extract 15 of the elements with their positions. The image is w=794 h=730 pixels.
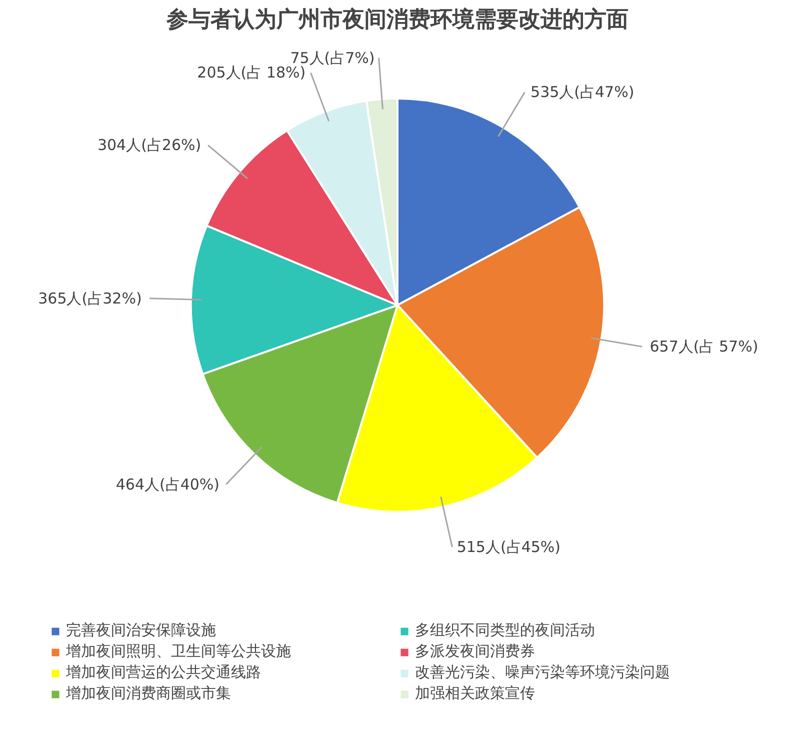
- chart-title: 参与者认为广州市夜间消费环境需要改进的方面: [166, 6, 628, 32]
- legend-label: 加强相关政策宣传: [415, 684, 536, 703]
- data-label: 365人(占32%): [38, 289, 142, 308]
- legend-label: 增加夜间营运的公共交通线路: [66, 663, 262, 682]
- legend-label: 多派发夜间消费券: [415, 642, 536, 661]
- legend-label: 改善光污染、噪声污染等环境污染问题: [415, 663, 671, 682]
- data-label: 515人(占45%): [456, 538, 561, 556]
- data-label: 304人(占26%): [97, 136, 202, 154]
- data-label: 464人(占40%): [116, 475, 220, 494]
- legend-label: 增加夜间照明、卫生间等公共设施: [66, 642, 292, 661]
- data-label: 657人(占 57%): [650, 338, 758, 356]
- data-label: 535人(占47%): [530, 83, 634, 102]
- legend-label: 增加夜间消费商圈或市集: [66, 684, 232, 703]
- legend-label: 多组织不同类型的夜间活动: [415, 621, 596, 640]
- legend-label: 完善夜间治安保障设施: [66, 621, 217, 640]
